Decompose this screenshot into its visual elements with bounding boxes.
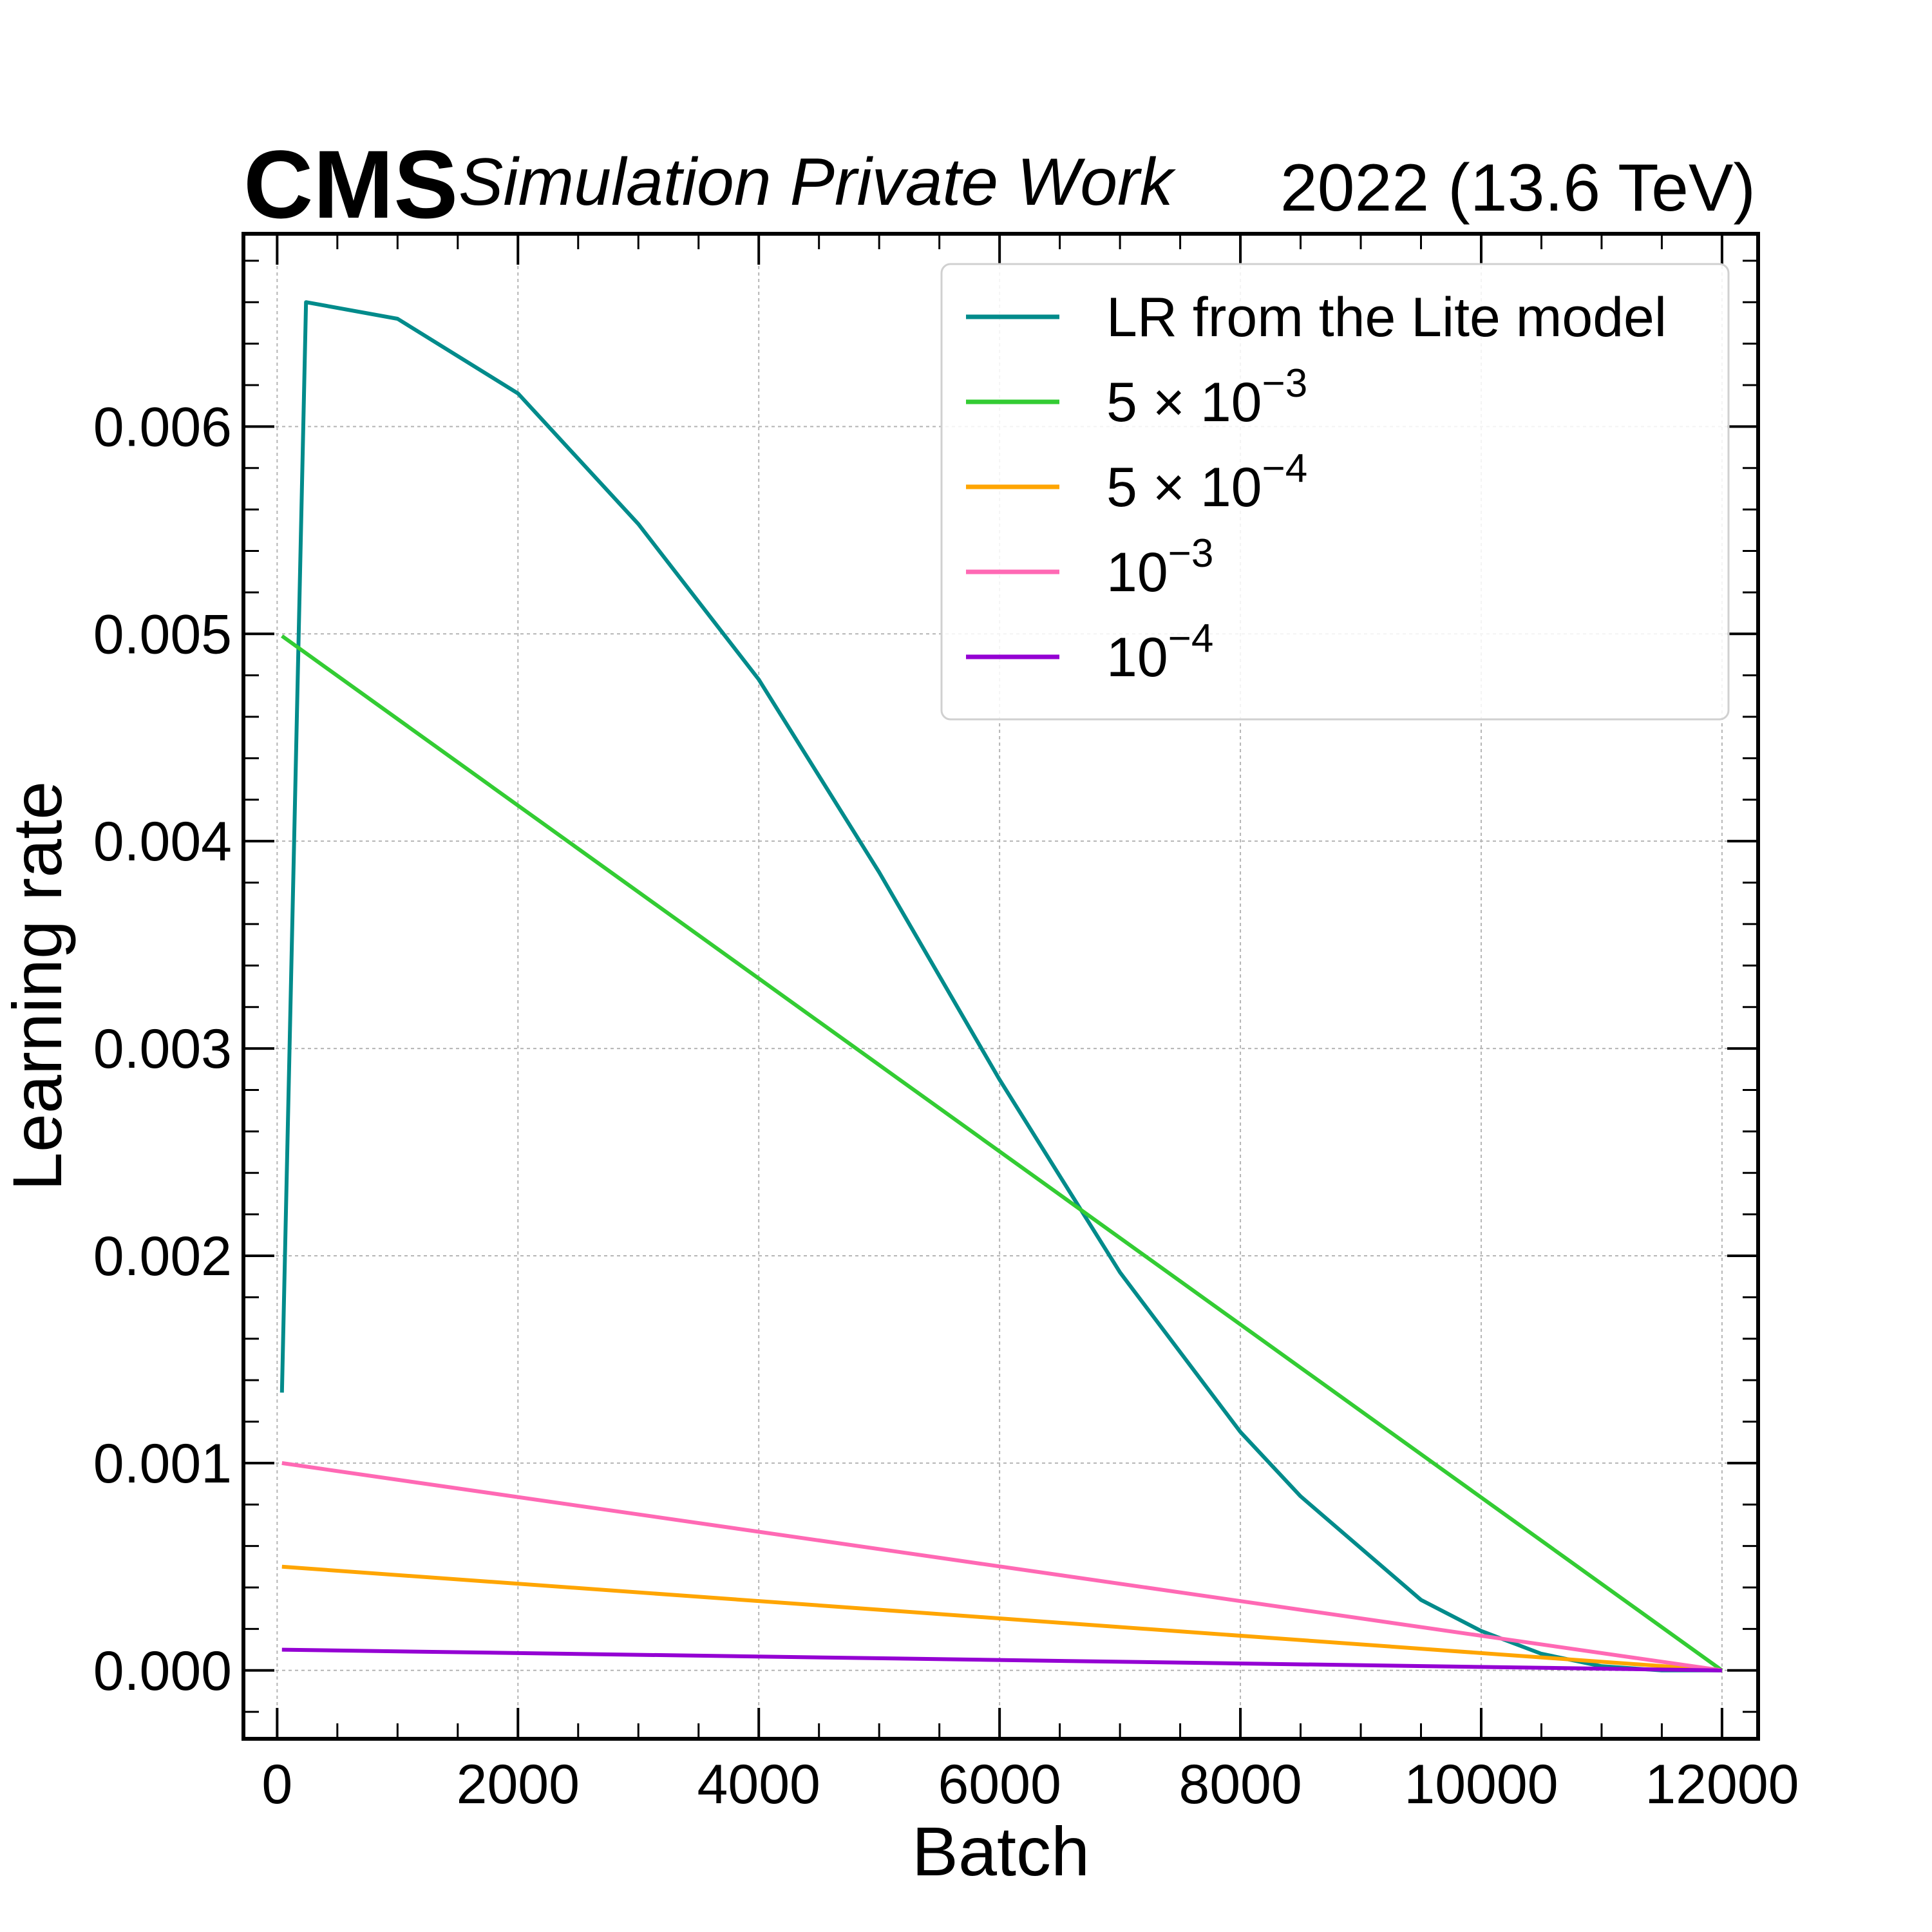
y-tick-label: 0.004	[93, 811, 232, 873]
series-layer	[279, 300, 1723, 1672]
legend-box	[940, 263, 1730, 721]
legend-label: 10−3	[1106, 531, 1213, 603]
y-tick-label: 0.006	[93, 396, 232, 458]
x-tick-labels: 0 2000 4000 6000 8000 10000 12000	[261, 1754, 1799, 1815]
x-tick-label: 12000	[1645, 1754, 1799, 1815]
x-tick-label: 8000	[1179, 1754, 1302, 1815]
x-tick-label: 4000	[697, 1754, 820, 1815]
series-line-3	[281, 1461, 1723, 1672]
y-tick-label: 0.005	[93, 603, 232, 665]
legend-label: 10−4	[1106, 616, 1213, 688]
legend-label: 5 × 10−3	[1106, 361, 1307, 433]
x-axis-label: Batch	[912, 1812, 1090, 1890]
y-tick-label: 0.001	[93, 1433, 232, 1495]
series-line-4	[281, 1647, 1722, 1672]
cms-label: CMS	[243, 130, 458, 238]
series-line-2	[281, 1564, 1723, 1672]
status-label: Simulation Private Work	[459, 145, 1177, 220]
y-tick-label: 0.002	[93, 1226, 232, 1287]
x-tick-label: 6000	[938, 1754, 1061, 1815]
x-tick-label: 2000	[457, 1754, 580, 1815]
y-axis-label: Learning rate	[0, 781, 76, 1191]
series-line-1	[281, 634, 1723, 1672]
legend: LR from the Lite model 5 × 10−3 5 × 10−4 10…	[940, 263, 1730, 721]
ticks	[243, 234, 1758, 1739]
plot-frame	[242, 232, 1760, 1741]
legend-label: 5 × 10−4	[1106, 446, 1307, 518]
x-tick-label: 0	[261, 1754, 292, 1815]
x-tick-label: 10000	[1404, 1754, 1558, 1815]
legend-label: LR from the Lite model	[1106, 287, 1667, 348]
series-line-0	[279, 300, 1722, 1672]
y-tick-labels: 0.000 0.001 0.002 0.003 0.004 0.005 0.006	[93, 396, 232, 1701]
y-tick-label: 0.000	[93, 1640, 232, 1702]
lumi-label: 2022 (13.6 TeV)	[1280, 151, 1756, 225]
y-tick-label: 0.003	[93, 1018, 232, 1080]
